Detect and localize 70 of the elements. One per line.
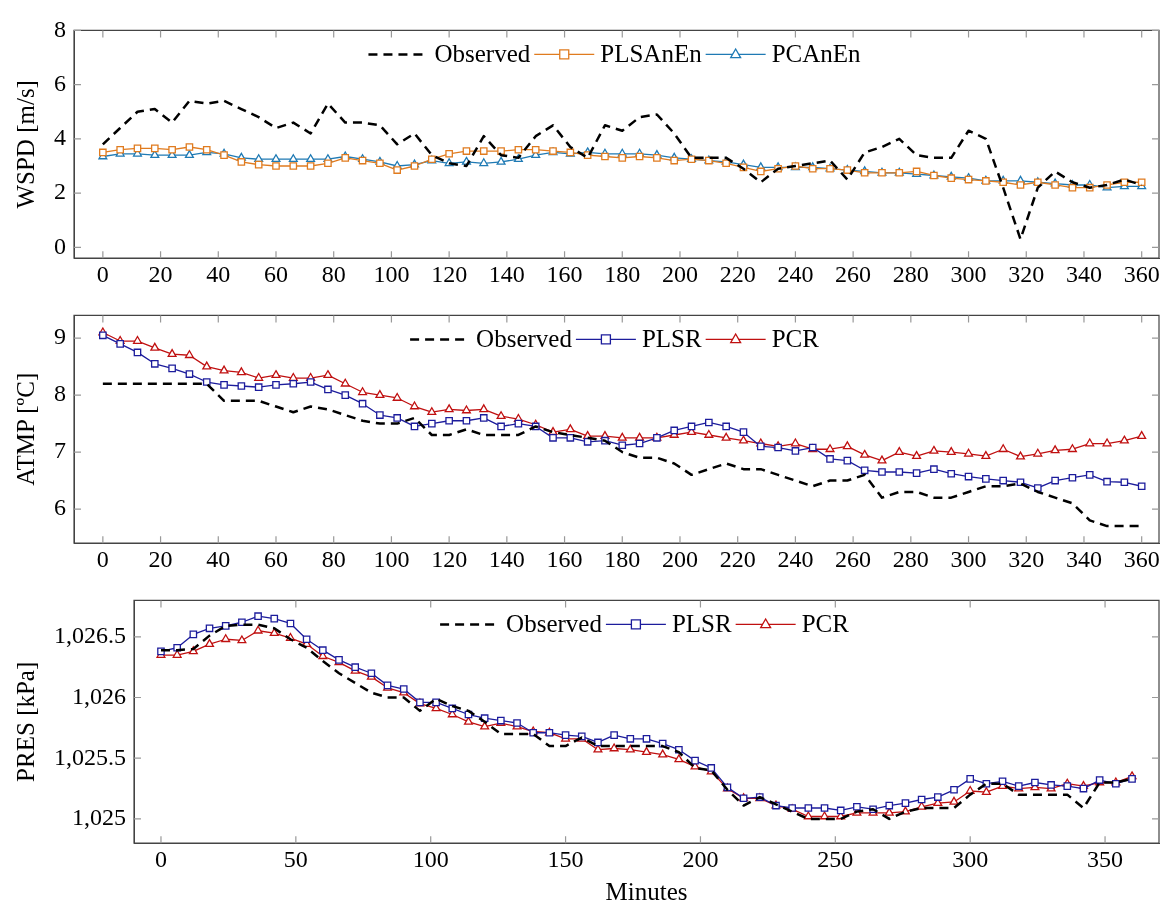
- x-tick-label: 240: [777, 260, 814, 287]
- x-tick-label: 180: [604, 545, 641, 572]
- x-tick-label: 0: [154, 845, 167, 872]
- legend-label: Observed: [476, 324, 573, 352]
- x-tick-label: 340: [1065, 260, 1102, 287]
- x-tick-label: 360: [1123, 545, 1160, 572]
- x-tick-label: 340: [1065, 545, 1102, 572]
- y-tick-label: 1,025.5: [54, 743, 126, 770]
- x-tick-label: 220: [719, 260, 756, 287]
- y-tick-label: 6: [54, 494, 66, 521]
- x-tick-label: 140: [488, 545, 525, 572]
- x-tick-label: 50: [283, 845, 308, 872]
- x-tick-label: 320: [1008, 260, 1045, 287]
- x-tick-label: 240: [777, 545, 814, 572]
- y-axis-title: PRES [kPa]: [11, 661, 39, 782]
- y-tick-label: 1,026: [72, 682, 126, 709]
- x-tick-label: 160: [546, 260, 583, 287]
- x-tick-label: 280: [892, 260, 929, 287]
- y-tick-label: 0: [54, 232, 66, 259]
- x-tick-label: 40: [206, 545, 231, 572]
- x-tick-label: 160: [546, 545, 583, 572]
- y-axis-title: ATMP [ºC]: [11, 372, 39, 486]
- x-tick-label: 180: [604, 260, 641, 287]
- y-tick-label: 9: [54, 323, 66, 350]
- x-tick-label: 360: [1123, 260, 1160, 287]
- x-tick-label: 60: [263, 545, 288, 572]
- x-tick-label: 140: [488, 260, 525, 287]
- legend-label: PCAnEn: [771, 39, 862, 67]
- legend-label: Observed: [506, 609, 603, 637]
- x-tick-label: 20: [148, 260, 173, 287]
- legend-label: PLSAnEn: [600, 39, 703, 67]
- y-tick-label: 1,026.5: [54, 622, 126, 649]
- x-tick-label: 80: [321, 545, 346, 572]
- x-axis-title: Minutes: [605, 877, 688, 905]
- y-tick-label: 1,025: [72, 804, 126, 831]
- y-tick-label: 8: [54, 15, 66, 42]
- legend-label: PLSR: [641, 324, 702, 352]
- x-tick-label: 350: [1087, 845, 1124, 872]
- x-tick-label: 300: [952, 845, 989, 872]
- x-tick-label: 260: [835, 545, 872, 572]
- y-tick-label: 6: [54, 69, 66, 96]
- x-tick-label: 100: [373, 260, 410, 287]
- x-tick-label: 200: [661, 260, 698, 287]
- legend-label: PCR: [801, 609, 850, 637]
- y-tick-label: 8: [54, 380, 66, 407]
- x-tick-label: 80: [321, 260, 346, 287]
- x-tick-label: 260: [835, 260, 872, 287]
- y-tick-label: 7: [54, 437, 66, 464]
- y-tick-label: 4: [54, 124, 66, 151]
- legend-label: Observed: [434, 39, 531, 67]
- x-tick-label: 40: [206, 260, 231, 287]
- x-tick-label: 150: [547, 845, 584, 872]
- x-tick-label: 60: [263, 260, 288, 287]
- x-tick-label: 280: [892, 545, 929, 572]
- x-tick-label: 200: [661, 545, 698, 572]
- y-axis-title: WSPD [m/s]: [11, 80, 39, 209]
- x-tick-label: 220: [719, 545, 756, 572]
- x-tick-label: 300: [950, 260, 987, 287]
- x-tick-label: 320: [1008, 545, 1045, 572]
- y-tick-label: 2: [54, 178, 66, 205]
- x-tick-label: 300: [950, 545, 987, 572]
- x-tick-label: 120: [431, 260, 468, 287]
- x-tick-label: 200: [682, 845, 719, 872]
- x-tick-label: 120: [431, 545, 468, 572]
- x-tick-label: 250: [817, 845, 854, 872]
- x-tick-label: 100: [373, 545, 410, 572]
- x-tick-label: 100: [412, 845, 449, 872]
- x-tick-label: 20: [148, 545, 173, 572]
- legend-label: PLSR: [671, 609, 732, 637]
- legend-label: PCR: [771, 324, 820, 352]
